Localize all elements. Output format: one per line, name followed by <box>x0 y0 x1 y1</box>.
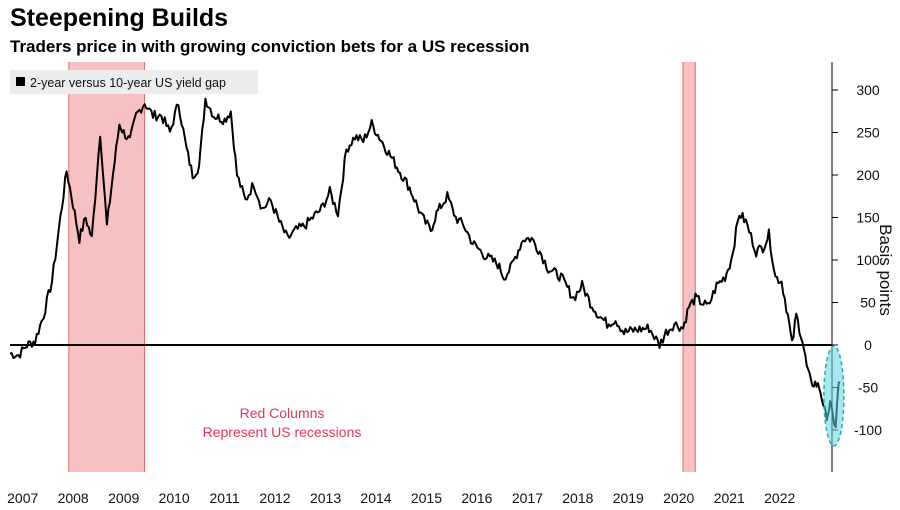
y-tick-label: 200 <box>856 167 880 183</box>
y-tick-label: -100 <box>854 422 882 438</box>
x-tick-label: 2013 <box>310 490 341 506</box>
y-tick-label: 300 <box>856 82 880 98</box>
x-tick-label: 2014 <box>360 490 391 506</box>
y-tick-label: 250 <box>856 125 880 141</box>
x-tick-label: 2019 <box>613 490 644 506</box>
legend: 2-year versus 10-year US yield gap <box>10 70 258 94</box>
yield-gap-line <box>9 97 841 429</box>
x-tick-label: 2007 <box>7 490 38 506</box>
x-tick-label: 2017 <box>512 490 543 506</box>
y-tick-label: 50 <box>860 295 876 311</box>
y-tick-label: -50 <box>858 380 878 396</box>
y-tick-label: 100 <box>856 252 880 268</box>
y-axis-label: Basis points <box>876 224 895 316</box>
recession-annotation: Red Columns Represent US recessions <box>203 405 362 440</box>
y-axis-ticks: 300 250 200 150 100 50 0 -50 -100 <box>832 82 882 438</box>
chart-subtitle: Traders price in with growing conviction… <box>10 37 530 56</box>
x-tick-label: 2010 <box>159 490 190 506</box>
x-tick-label: 2018 <box>562 490 593 506</box>
annotation-line-2: Represent US recessions <box>203 424 362 440</box>
highlight-ellipse <box>823 345 845 447</box>
x-tick-label: 2016 <box>461 490 492 506</box>
recession-column <box>682 62 696 472</box>
y-tick-label: 150 <box>856 210 880 226</box>
chart-title: Steepening Builds <box>10 4 229 32</box>
x-tick-label: 2021 <box>714 490 745 506</box>
legend-swatch <box>16 77 25 86</box>
annotation-line-1: Red Columns <box>240 405 325 421</box>
legend-background <box>10 70 258 94</box>
legend-label: 2-year versus 10-year US yield gap <box>30 76 226 90</box>
x-tick-label: 2015 <box>411 490 442 506</box>
x-axis-ticks: 2007 2008 2009 2010 2011 2012 2013 2014 2015 2016… <box>7 490 795 506</box>
x-tick-label: 2011 <box>210 490 240 506</box>
x-tick-label: 2012 <box>259 490 290 506</box>
x-tick-label: 2009 <box>108 490 139 506</box>
recession-columns <box>68 62 696 472</box>
y-tick-label: 0 <box>864 337 872 353</box>
x-tick-label: 2008 <box>58 490 89 506</box>
x-tick-label: 2020 <box>663 490 694 506</box>
x-tick-label: 2022 <box>764 490 795 506</box>
